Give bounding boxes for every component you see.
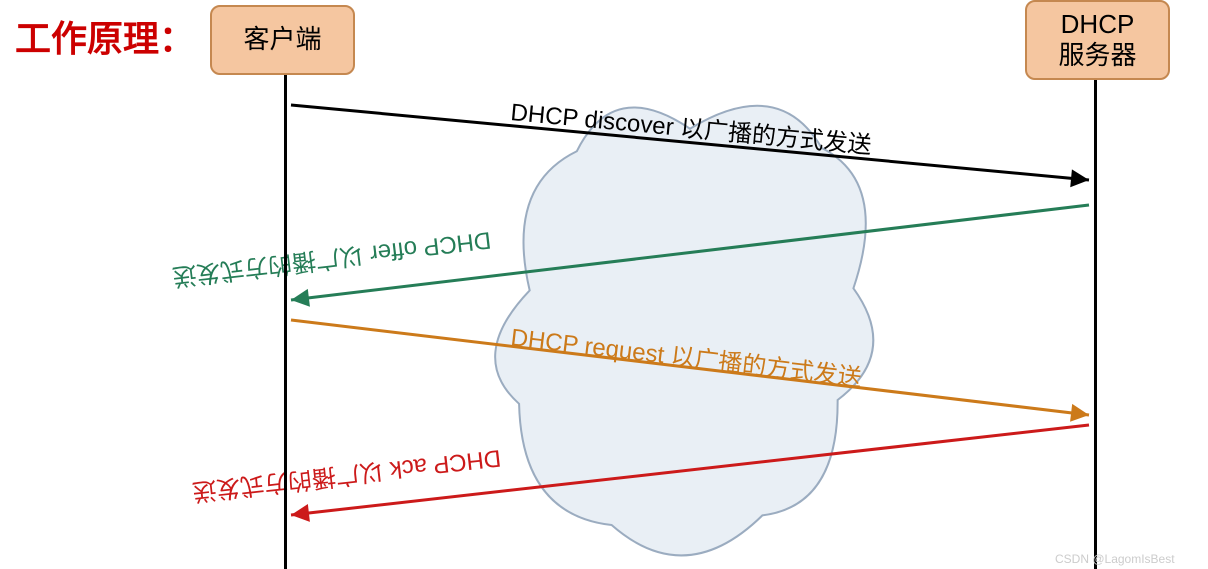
server-node: DHCP服务器 <box>1025 0 1170 80</box>
label-offer-1: DHCP offer <box>368 226 492 267</box>
server-node-label-1: DHCP <box>1058 9 1136 40</box>
label-ack-1: DHCP ack <box>387 444 502 483</box>
label-offer-2: 以广播的方式发送 <box>171 241 365 290</box>
client-node-label: 客户端 <box>243 24 321 55</box>
diagram-svg: DHCP discover 以广播的方式发送DHCP offer 以广播的方式发… <box>0 0 1208 569</box>
label-ack-2: 以广播的方式发送 <box>191 457 385 505</box>
client-lifeline <box>284 75 287 569</box>
client-node: 客户端 <box>210 5 355 75</box>
server-node-label-2: 服务器 <box>1058 40 1136 71</box>
server-lifeline <box>1094 80 1097 569</box>
watermark: CSDN @LagomIsBest <box>1055 552 1175 566</box>
